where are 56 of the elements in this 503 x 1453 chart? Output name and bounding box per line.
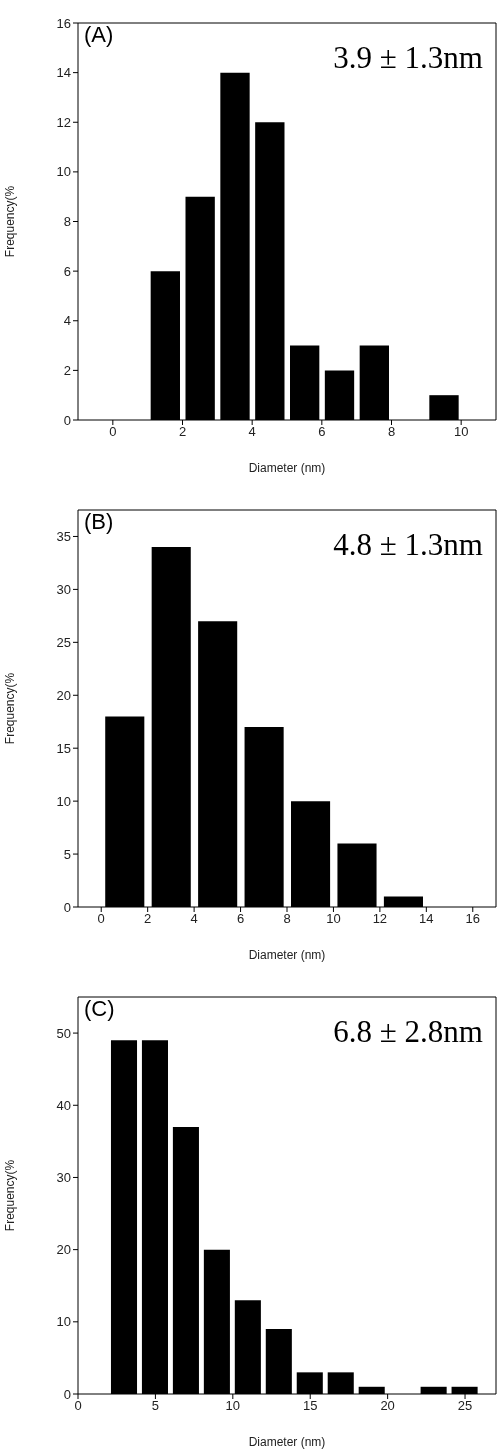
x-axis-title: Diameter (nm) [248,1435,326,1449]
y-tick-label: 35 [56,529,71,545]
y-axis-title: Frequency(% [3,185,18,258]
y-tick-label: 25 [56,634,71,650]
annotation: 4.8 ± 1.3nm [333,527,483,562]
y-tick-label: 6 [63,263,71,279]
x-tick-label: 0 [109,424,117,440]
x-axis-title: Diameter (nm) [248,948,326,962]
x-tick-label: 10 [453,424,469,440]
y-tick-label: 0 [63,412,71,428]
y-tick-label: 0 [63,899,71,915]
y-tick-label: 16 [56,15,71,31]
x-tick-label: 10 [225,1398,241,1414]
annotation: 6.8 ± 2.8nm [333,1014,483,1049]
y-tick-label: 2 [63,362,71,378]
x-tick-label: 14 [419,911,434,927]
y-tick-label: 10 [56,1314,71,1330]
x-tick-label: 8 [387,424,396,440]
y-tick-label: 20 [56,687,71,703]
x-tick-label: 20 [380,1398,395,1414]
y-tick-label: 14 [56,65,71,81]
y-tick-label: 12 [56,114,71,130]
x-tick-label: 0 [97,911,105,927]
x-tick-label: 8 [283,911,291,927]
y-tick-label: 20 [56,1242,71,1258]
x-tick-label: 4 [248,424,256,440]
annotation: (A) [84,22,114,47]
x-tick-label: 6 [236,911,245,927]
annotation: 3.9 ± 1.3nm [333,40,483,75]
y-tick-label: 10 [56,164,71,180]
x-axis-title: Diameter (nm) [248,461,326,475]
y-tick-label: 8 [63,214,71,230]
y-tick-label: 40 [56,1097,71,1113]
y-tick-label: 50 [56,1025,71,1041]
x-tick-label: 10 [326,911,341,927]
y-tick-label: 5 [63,846,71,862]
x-tick-label: 6 [318,424,326,440]
annotation: (C) [84,996,115,1021]
x-tick-label: 2 [178,424,187,440]
y-tick-label: 30 [56,1170,71,1186]
y-tick-label: 0 [63,1386,71,1402]
x-tick-label: 5 [151,1398,160,1414]
x-tick-label: 12 [372,911,388,927]
y-tick-label: 30 [56,582,71,598]
y-tick-label: 4 [63,313,71,329]
y-tick-label: 10 [56,793,71,809]
y-axis-title: Frequency(% [3,672,18,745]
x-tick-label: 4 [190,911,198,927]
annotation: (B) [84,509,114,534]
x-tick-label: 16 [465,911,481,927]
x-tick-label: 0 [74,1398,82,1414]
x-tick-label: 25 [457,1398,473,1414]
y-axis-title: Frequency(% [3,1159,18,1232]
x-tick-label: 15 [302,1398,318,1414]
x-tick-label: 2 [144,911,152,927]
y-tick-label: 15 [56,740,71,756]
